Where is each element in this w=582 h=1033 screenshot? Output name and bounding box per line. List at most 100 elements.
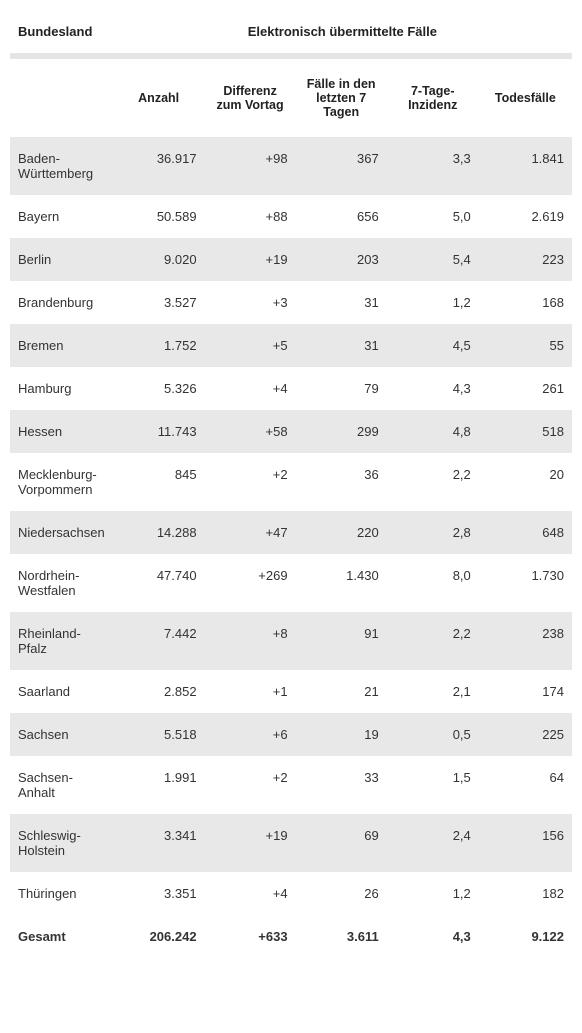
cell-anzahl: 47.740 bbox=[113, 554, 205, 612]
cell-todes: 174 bbox=[479, 670, 572, 713]
cell-todes: 648 bbox=[479, 511, 572, 554]
cell-anzahl: 1.991 bbox=[113, 756, 205, 814]
cell-diff: +8 bbox=[205, 612, 296, 670]
cell-faelle7: 21 bbox=[296, 670, 387, 713]
cell-todes: 225 bbox=[479, 713, 572, 756]
cell-anzahl: 50.589 bbox=[113, 195, 205, 238]
subheader-todes: Todesfälle bbox=[479, 59, 572, 137]
table-row: Nieder­sachsen14.288+472202,8648 bbox=[10, 511, 572, 554]
cell-inzidenz: 4,3 bbox=[387, 367, 479, 410]
cell-todes: 223 bbox=[479, 238, 572, 281]
cell-todes: 1.841 bbox=[479, 137, 572, 195]
cell-faelle7: 36 bbox=[296, 453, 387, 511]
subheader-diff: Diffe­renz zum Vortag bbox=[205, 59, 296, 137]
cell-inzidenz: 0,5 bbox=[387, 713, 479, 756]
cell-todes: 168 bbox=[479, 281, 572, 324]
table-row: Hamburg5.326+4794,3261 bbox=[10, 367, 572, 410]
table-row: Nordrhein-Westfalen47.740+2691.4308,01.7… bbox=[10, 554, 572, 612]
cell-inzidenz: 4,5 bbox=[387, 324, 479, 367]
cell-inzidenz: 1,5 bbox=[387, 756, 479, 814]
table-row: Meck­lenburg-Vorpommern845+2362,220 bbox=[10, 453, 572, 511]
cell-anzahl: 845 bbox=[113, 453, 205, 511]
table-row: Brandenburg3.527+3311,2168 bbox=[10, 281, 572, 324]
cell-faelle7: 367 bbox=[296, 137, 387, 195]
table-row: Rheinland-Pfalz7.442+8912,2238 bbox=[10, 612, 572, 670]
cell-faelle7: 19 bbox=[296, 713, 387, 756]
subheader-faelle7: Fälle in den letzten 7 Tagen bbox=[296, 59, 387, 137]
cell-land: Rheinland-Pfalz bbox=[10, 612, 113, 670]
cell-anzahl: 9.020 bbox=[113, 238, 205, 281]
cell-inzidenz: 4,8 bbox=[387, 410, 479, 453]
table-body: Baden-Württemberg36.917+983673,31.841Bay… bbox=[10, 137, 572, 958]
cell-land: Saarland bbox=[10, 670, 113, 713]
cell-diff: +2 bbox=[205, 756, 296, 814]
header-group: Elektronisch übermittelte Fälle bbox=[113, 10, 572, 53]
cell-diff: +2 bbox=[205, 453, 296, 511]
cell-land: Baden-Württemberg bbox=[10, 137, 113, 195]
total-row: Gesamt206.242+6333.6114,39.122 bbox=[10, 915, 572, 958]
cell-inzidenz: 1,2 bbox=[387, 281, 479, 324]
cell-diff: +47 bbox=[205, 511, 296, 554]
cell-diff: +98 bbox=[205, 137, 296, 195]
total-diff: +633 bbox=[205, 915, 296, 958]
table-row: Berlin9.020+192035,4223 bbox=[10, 238, 572, 281]
table-row: Sachsen-Anhalt1.991+2331,564 bbox=[10, 756, 572, 814]
cell-todes: 55 bbox=[479, 324, 572, 367]
cell-inzidenz: 2,1 bbox=[387, 670, 479, 713]
cell-diff: +4 bbox=[205, 367, 296, 410]
subheader-empty bbox=[10, 59, 113, 137]
cell-land: Meck­lenburg-Vorpommern bbox=[10, 453, 113, 511]
table-row: Baden-Württemberg36.917+983673,31.841 bbox=[10, 137, 572, 195]
cell-land: Sachsen bbox=[10, 713, 113, 756]
cell-land: Bremen bbox=[10, 324, 113, 367]
cell-anzahl: 7.442 bbox=[113, 612, 205, 670]
cell-inzidenz: 5,0 bbox=[387, 195, 479, 238]
table-row: Sachsen5.518+6190,5225 bbox=[10, 713, 572, 756]
total-inzidenz: 4,3 bbox=[387, 915, 479, 958]
cell-anzahl: 11.743 bbox=[113, 410, 205, 453]
cell-faelle7: 26 bbox=[296, 872, 387, 915]
cell-land: Bayern bbox=[10, 195, 113, 238]
table-row: Schleswig-Holstein3.341+19692,4156 bbox=[10, 814, 572, 872]
subheader-anzahl: Anzahl bbox=[113, 59, 205, 137]
cell-diff: +4 bbox=[205, 872, 296, 915]
cell-inzidenz: 2,2 bbox=[387, 612, 479, 670]
cell-todes: 261 bbox=[479, 367, 572, 410]
cell-faelle7: 91 bbox=[296, 612, 387, 670]
cell-anzahl: 5.326 bbox=[113, 367, 205, 410]
cell-todes: 1.730 bbox=[479, 554, 572, 612]
cell-land: Hamburg bbox=[10, 367, 113, 410]
cell-anzahl: 3.351 bbox=[113, 872, 205, 915]
cell-faelle7: 33 bbox=[296, 756, 387, 814]
cell-inzidenz: 8,0 bbox=[387, 554, 479, 612]
cell-faelle7: 31 bbox=[296, 281, 387, 324]
cell-diff: +6 bbox=[205, 713, 296, 756]
cell-todes: 518 bbox=[479, 410, 572, 453]
cell-anzahl: 2.852 bbox=[113, 670, 205, 713]
cell-diff: +269 bbox=[205, 554, 296, 612]
cell-anzahl: 14.288 bbox=[113, 511, 205, 554]
cell-diff: +19 bbox=[205, 814, 296, 872]
cell-faelle7: 31 bbox=[296, 324, 387, 367]
cell-faelle7: 1.430 bbox=[296, 554, 387, 612]
cell-land: Schleswig-Holstein bbox=[10, 814, 113, 872]
cell-inzidenz: 2,4 bbox=[387, 814, 479, 872]
cell-diff: +58 bbox=[205, 410, 296, 453]
top-header-row: Bundesland Elektronisch übermittelte Fäl… bbox=[10, 10, 572, 53]
cell-diff: +88 bbox=[205, 195, 296, 238]
cell-land: Sachsen-Anhalt bbox=[10, 756, 113, 814]
cell-inzidenz: 5,4 bbox=[387, 238, 479, 281]
cell-diff: +5 bbox=[205, 324, 296, 367]
cell-faelle7: 220 bbox=[296, 511, 387, 554]
cell-land: Thüringen bbox=[10, 872, 113, 915]
cell-land: Brandenburg bbox=[10, 281, 113, 324]
cell-anzahl: 5.518 bbox=[113, 713, 205, 756]
cell-inzidenz: 2,8 bbox=[387, 511, 479, 554]
cell-todes: 2.619 bbox=[479, 195, 572, 238]
cell-land: Berlin bbox=[10, 238, 113, 281]
cell-anzahl: 1.752 bbox=[113, 324, 205, 367]
cell-faelle7: 79 bbox=[296, 367, 387, 410]
cell-diff: +19 bbox=[205, 238, 296, 281]
cell-inzidenz: 3,3 bbox=[387, 137, 479, 195]
table-row: Thüringen3.351+4261,2182 bbox=[10, 872, 572, 915]
